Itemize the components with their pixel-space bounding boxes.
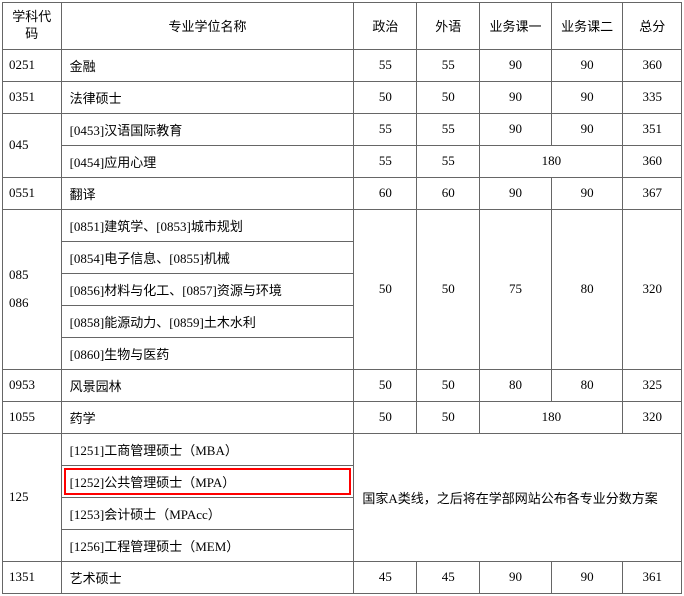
cell-code-086: 086 — [9, 295, 29, 310]
header-foreign: 外语 — [417, 3, 480, 50]
cell-score: 50 — [354, 81, 417, 113]
cell-score: 90 — [551, 81, 623, 113]
cell-code: 0351 — [3, 81, 62, 113]
cell-name: [0454]应用心理 — [61, 145, 354, 177]
cell-score: 75 — [480, 209, 552, 369]
table-header-row: 学科代码 专业学位名称 政治 外语 业务课一 业务课二 总分 — [3, 3, 682, 50]
cell-score: 50 — [354, 209, 417, 369]
cell-name: [0858]能源动力、[0859]土木水利 — [61, 305, 354, 337]
cell-score: 90 — [480, 561, 552, 593]
cell-score: 50 — [354, 369, 417, 401]
cell-name: 艺术硕士 — [61, 561, 354, 593]
cell-name: 风景园林 — [61, 369, 354, 401]
cell-score: 180 — [480, 401, 623, 433]
cell-score: 55 — [417, 145, 480, 177]
cell-score: 360 — [623, 145, 682, 177]
cell-score: 325 — [623, 369, 682, 401]
cell-name: [0860]生物与医药 — [61, 337, 354, 369]
header-course1: 业务课一 — [480, 3, 552, 50]
cell-name: 翻译 — [61, 177, 354, 209]
header-name: 专业学位名称 — [61, 3, 354, 50]
header-total: 总分 — [623, 3, 682, 50]
cell-score: 180 — [480, 145, 623, 177]
cell-name: [1251]工商管理硕士（MBA） — [61, 433, 354, 465]
table-row: 1351 艺术硕士 45 45 90 90 361 — [3, 561, 682, 593]
cell-score: 320 — [623, 401, 682, 433]
cell-score: 80 — [551, 209, 623, 369]
cell-score: 335 — [623, 81, 682, 113]
header-code: 学科代码 — [3, 3, 62, 50]
cell-note: 国家A类线，之后将在学部网站公布各专业分数方案 — [354, 433, 682, 561]
cell-score: 55 — [417, 49, 480, 81]
cell-name: 药学 — [61, 401, 354, 433]
cell-score: 90 — [551, 113, 623, 145]
cell-code: 125 — [3, 433, 62, 561]
cell-code: 0551 — [3, 177, 62, 209]
cell-score: 45 — [354, 561, 417, 593]
cell-score: 351 — [623, 113, 682, 145]
cell-score: 90 — [551, 177, 623, 209]
table-row: 0251 金融 55 55 90 90 360 — [3, 49, 682, 81]
cell-name: 金融 — [61, 49, 354, 81]
table-row: 1055 药学 50 50 180 320 — [3, 401, 682, 433]
cell-score: 360 — [623, 49, 682, 81]
cell-name: [0851]建筑学、[0853]城市规划 — [61, 209, 354, 241]
cell-score: 55 — [354, 49, 417, 81]
cell-score: 90 — [480, 81, 552, 113]
table-row: 085 086 [0851]建筑学、[0853]城市规划 50 50 75 80… — [3, 209, 682, 241]
cell-score: 55 — [354, 113, 417, 145]
cell-score: 361 — [623, 561, 682, 593]
cell-name: [0856]材料与化工、[0857]资源与环境 — [61, 273, 354, 305]
cell-score: 60 — [354, 177, 417, 209]
scores-table: 学科代码 专业学位名称 政治 外语 业务课一 业务课二 总分 0251 金融 5… — [2, 2, 682, 594]
cell-name: [0854]电子信息、[0855]机械 — [61, 241, 354, 273]
cell-name: 法律硕士 — [61, 81, 354, 113]
cell-code: 1055 — [3, 401, 62, 433]
cell-score: 90 — [480, 49, 552, 81]
cell-code-085: 085 — [9, 267, 29, 282]
cell-score: 90 — [480, 177, 552, 209]
cell-score: 367 — [623, 177, 682, 209]
cell-code: 085 086 — [3, 209, 62, 369]
cell-code: 0953 — [3, 369, 62, 401]
table-row: [0454]应用心理 55 55 180 360 — [3, 145, 682, 177]
table-row: 0953 风景园林 50 50 80 80 325 — [3, 369, 682, 401]
cell-score: 90 — [551, 49, 623, 81]
header-course2: 业务课二 — [551, 3, 623, 50]
cell-score: 50 — [354, 401, 417, 433]
cell-name: [1256]工程管理硕士（MEM） — [61, 529, 354, 561]
cell-score: 90 — [551, 561, 623, 593]
cell-score: 80 — [480, 369, 552, 401]
header-politics: 政治 — [354, 3, 417, 50]
cell-code: 045 — [3, 113, 62, 177]
cell-code: 1351 — [3, 561, 62, 593]
table-row: 125 [1251]工商管理硕士（MBA） 国家A类线，之后将在学部网站公布各专… — [3, 433, 682, 465]
cell-score: 45 — [417, 561, 480, 593]
cell-score: 50 — [417, 81, 480, 113]
table-row: 0351 法律硕士 50 50 90 90 335 — [3, 81, 682, 113]
table-row: 045 [0453]汉语国际教育 55 55 90 90 351 — [3, 113, 682, 145]
cell-score: 50 — [417, 401, 480, 433]
cell-score: 50 — [417, 369, 480, 401]
cell-score: 80 — [551, 369, 623, 401]
table-row: 0551 翻译 60 60 90 90 367 — [3, 177, 682, 209]
cell-name: [0453]汉语国际教育 — [61, 113, 354, 145]
cell-score: 55 — [354, 145, 417, 177]
cell-score: 55 — [417, 113, 480, 145]
cell-score: 60 — [417, 177, 480, 209]
cell-name-highlighted: [1252]公共管理硕士（MPA） — [61, 465, 354, 497]
cell-score: 50 — [417, 209, 480, 369]
cell-score: 320 — [623, 209, 682, 369]
cell-score: 90 — [480, 113, 552, 145]
cell-name: [1253]会计硕士（MPAcc） — [61, 497, 354, 529]
cell-code: 0251 — [3, 49, 62, 81]
